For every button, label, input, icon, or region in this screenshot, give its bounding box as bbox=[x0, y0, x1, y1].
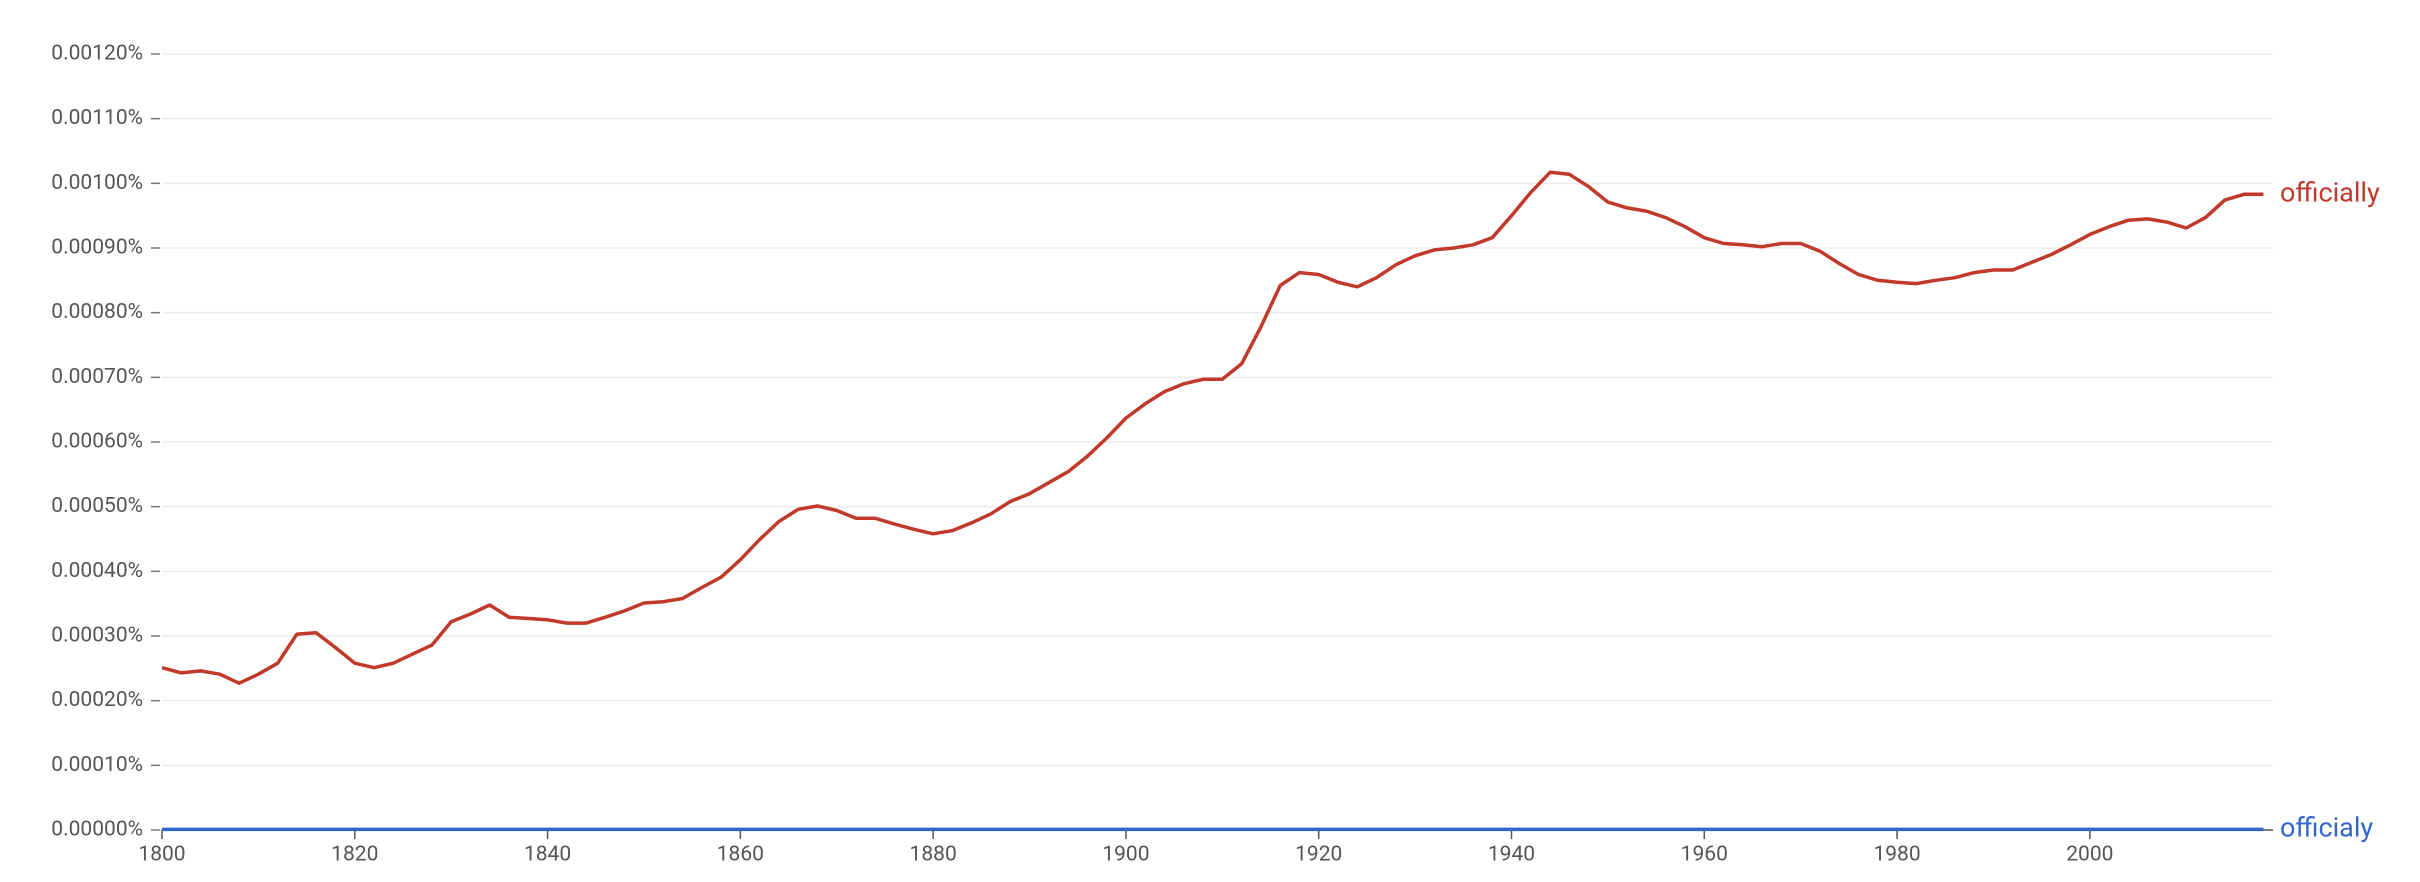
y-tick-label: 0.00020% bbox=[51, 688, 143, 712]
x-tick-label: 1840 bbox=[524, 843, 571, 867]
x-tick-label: 2000 bbox=[2066, 843, 2113, 867]
y-tick-label: 0.00000% bbox=[51, 818, 143, 842]
y-tick-label: 0.00040% bbox=[51, 559, 143, 583]
y-tick-label: 0.00030% bbox=[51, 624, 143, 648]
x-tick-label: 1800 bbox=[138, 843, 185, 867]
series-label: officially bbox=[2280, 176, 2380, 208]
y-tick-label: 0.00120% bbox=[51, 42, 143, 66]
x-tick-label: 1920 bbox=[1295, 843, 1342, 867]
x-tick-label: 1880 bbox=[910, 843, 957, 867]
series-line bbox=[161, 170, 2264, 685]
x-tick-label: 1980 bbox=[1873, 843, 1920, 867]
x-tick-label: 1900 bbox=[1102, 843, 1149, 867]
y-tick-label: 0.00110% bbox=[51, 106, 143, 130]
x-tick-label: 1960 bbox=[1681, 843, 1728, 867]
y-tick-label: 0.00100% bbox=[51, 171, 143, 195]
y-tick-label: 0.00070% bbox=[51, 365, 143, 389]
y-tick-label: 0.00010% bbox=[51, 753, 143, 777]
y-tick-label: 0.00080% bbox=[51, 300, 143, 324]
series-label: officialy bbox=[2280, 811, 2373, 843]
y-tick-label: 0.00090% bbox=[51, 236, 143, 260]
x-tick-label: 1820 bbox=[331, 843, 378, 867]
x-tick-label: 1940 bbox=[1488, 843, 1535, 867]
x-tick-label: 1860 bbox=[717, 843, 764, 867]
y-tick-label: 0.00060% bbox=[51, 430, 143, 454]
y-tick-label: 0.00050% bbox=[51, 494, 143, 518]
